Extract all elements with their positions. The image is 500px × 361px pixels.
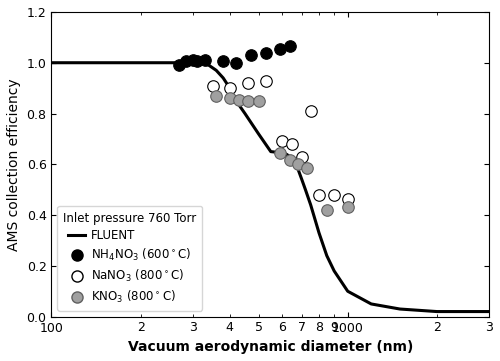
$\mathregular{NaNO_3}$ (800$^\circ$C) <box>330 192 338 198</box>
$\mathregular{KNO_3}$ (800$^\circ$C) <box>303 165 311 171</box>
X-axis label: Vacuum aerodynamic diameter (nm): Vacuum aerodynamic diameter (nm) <box>128 340 413 354</box>
$\mathregular{NH_4NO_3}$ (600$^\circ$C) <box>276 46 284 52</box>
$\mathregular{NaNO_3}$ (800$^\circ$C) <box>226 85 234 91</box>
$\mathregular{NH_4NO_3}$ (600$^\circ$C) <box>189 57 197 63</box>
$\mathregular{NaNO_3}$ (800$^\circ$C) <box>315 192 323 198</box>
$\mathregular{NaNO_3}$ (800$^\circ$C) <box>306 108 314 114</box>
$\mathregular{KNO_3}$ (800$^\circ$C) <box>286 158 294 164</box>
Y-axis label: AMS collection efficiency: AMS collection efficiency <box>7 78 21 251</box>
$\mathregular{NH_4NO_3}$ (600$^\circ$C) <box>175 62 183 68</box>
$\mathregular{KNO_3}$ (800$^\circ$C) <box>344 205 351 210</box>
$\mathregular{NH_4NO_3}$ (600$^\circ$C) <box>193 58 201 64</box>
$\mathregular{KNO_3}$ (800$^\circ$C) <box>276 150 284 156</box>
$\mathregular{KNO_3}$ (800$^\circ$C) <box>226 95 234 101</box>
$\mathregular{NaNO_3}$ (800$^\circ$C) <box>298 154 306 160</box>
$\mathregular{NaNO_3}$ (800$^\circ$C) <box>244 80 252 86</box>
$\mathregular{KNO_3}$ (800$^\circ$C) <box>235 97 243 103</box>
$\mathregular{NH_4NO_3}$ (600$^\circ$C) <box>286 43 294 49</box>
$\mathregular{NH_4NO_3}$ (600$^\circ$C) <box>232 60 240 66</box>
$\mathregular{NH_4NO_3}$ (600$^\circ$C) <box>182 58 190 64</box>
$\mathregular{NaNO_3}$ (800$^\circ$C) <box>344 196 351 201</box>
$\mathregular{KNO_3}$ (800$^\circ$C) <box>254 98 262 104</box>
$\mathregular{KNO_3}$ (800$^\circ$C) <box>212 93 220 99</box>
$\mathregular{KNO_3}$ (800$^\circ$C) <box>294 161 302 167</box>
$\mathregular{NH_4NO_3}$ (600$^\circ$C) <box>201 57 209 63</box>
$\mathregular{KNO_3}$ (800$^\circ$C) <box>323 207 331 213</box>
$\mathregular{KNO_3}$ (800$^\circ$C) <box>244 98 252 104</box>
$\mathregular{NaNO_3}$ (800$^\circ$C) <box>208 83 216 88</box>
$\mathregular{NaNO_3}$ (800$^\circ$C) <box>262 78 270 83</box>
$\mathregular{NaNO_3}$ (800$^\circ$C) <box>278 139 286 144</box>
$\mathregular{NH_4NO_3}$ (600$^\circ$C) <box>219 58 227 64</box>
Legend: FLUENT, $\mathrm{NH_4NO_3}$ (600$^\circ$C), $\mathrm{NaNO_3}$ (800$^\circ$C), $\: FLUENT, $\mathrm{NH_4NO_3}$ (600$^\circ$… <box>58 206 203 311</box>
$\mathregular{NaNO_3}$ (800$^\circ$C) <box>288 141 296 147</box>
$\mathregular{NH_4NO_3}$ (600$^\circ$C) <box>246 52 254 58</box>
$\mathregular{NH_4NO_3}$ (600$^\circ$C) <box>262 50 270 56</box>
